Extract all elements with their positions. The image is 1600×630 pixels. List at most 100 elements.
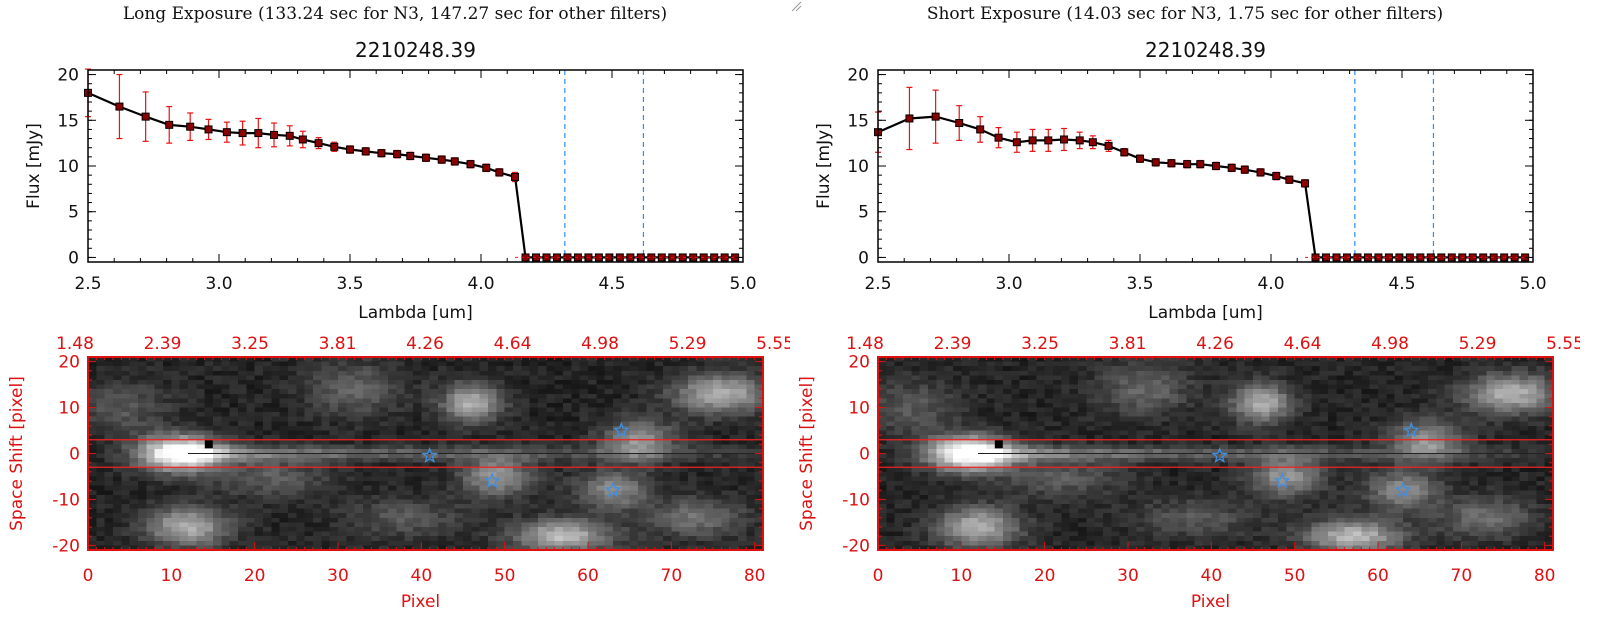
data-point	[1028, 136, 1037, 145]
x-axis-label: Lambda [um]	[358, 303, 472, 323]
x-tick-label: 40	[411, 566, 433, 586]
data-point	[1183, 160, 1192, 169]
long-exposure-panel: Long Exposure (133.24 sec for N3, 147.27…	[0, 0, 790, 630]
y-tick-label: -10	[52, 490, 80, 510]
data-point	[437, 155, 446, 164]
short-exposure-figure: 2210248.39 2.5 3.0 3.5 4.0 4.5 5.0 0 5 10 15 20 Lamb…	[797, 38, 1580, 612]
y-tick-label: 0	[68, 248, 79, 268]
y-tick-label: 5	[858, 203, 869, 223]
x-tick-label: 10	[951, 566, 973, 586]
x-tick-label: 4.5	[598, 274, 625, 294]
x-tick-label: 3.5	[336, 274, 363, 294]
panel-title: Short Exposure (14.03 sec for N3, 1.75 s…	[926, 4, 1444, 24]
data-point	[1211, 162, 1220, 170]
star-marker	[1211, 446, 1229, 463]
panel-title: Long Exposure (133.24 sec for N3, 147.27…	[122, 4, 668, 24]
y-axis-label: Flux [mJy]	[24, 123, 44, 209]
data-point	[1120, 148, 1129, 157]
star-marker	[1403, 421, 1420, 438]
x-tick-label: 50	[494, 566, 516, 586]
y-tick-label: -20	[842, 536, 870, 556]
data-point	[955, 119, 964, 128]
data-point	[1044, 136, 1053, 145]
data-point	[931, 112, 940, 121]
data-point	[1060, 135, 1069, 144]
x-tick-label: 5.0	[729, 274, 756, 294]
star-marker	[483, 472, 501, 489]
y-tick-label: 15	[847, 111, 869, 131]
y-tick-label: 10	[58, 399, 80, 419]
data-point	[1272, 172, 1281, 181]
data-point	[346, 145, 354, 154]
data-point	[330, 142, 339, 151]
x-tick-label: 20	[244, 566, 266, 586]
top-tick-label: 4.64	[494, 334, 532, 354]
x-tick-label: 4.5	[1388, 274, 1415, 294]
short-exposure-panel: Short Exposure (14.03 sec for N3, 1.75 s…	[790, 0, 1580, 630]
top-tick-label: 5.55	[1546, 334, 1580, 354]
data-point	[511, 172, 520, 181]
data-point	[314, 139, 323, 148]
data-point	[1196, 160, 1205, 169]
data-point	[1256, 168, 1265, 177]
data-point	[905, 114, 914, 123]
resize-grip-icon[interactable]	[790, 0, 802, 12]
x-tick-label: 3.5	[1126, 274, 1153, 294]
x-tick-label: 10	[161, 566, 183, 586]
y-tick-label: 20	[58, 353, 80, 373]
data-point	[1104, 141, 1113, 150]
y-tick-label: 0	[859, 445, 870, 465]
source-marker	[204, 440, 213, 449]
top-tick-label: 3.81	[319, 334, 357, 354]
x-axis-label: Pixel	[1191, 592, 1230, 612]
data-point	[1151, 158, 1160, 167]
x-tick-label: 70	[1451, 566, 1473, 586]
x-tick-label: 0	[83, 566, 94, 586]
data-point	[204, 125, 213, 134]
top-tick-label: 4.98	[581, 334, 619, 354]
data-point	[1240, 165, 1249, 174]
data-point	[1088, 138, 1097, 147]
y-axis-label: Flux [mJy]	[814, 123, 834, 209]
top-tick-label: 1.48	[846, 334, 884, 354]
x-tick-label: 30	[1117, 566, 1139, 586]
spectrum-title: 2210248.39	[355, 38, 476, 62]
top-tick-label: 2.39	[144, 334, 182, 354]
y-tick-label: 20	[848, 353, 870, 373]
y-tick-label: 10	[57, 157, 79, 177]
data-point	[393, 150, 402, 159]
spectrum-frame	[877, 69, 1534, 263]
x-tick-label: 2.5	[864, 274, 891, 294]
top-tick-label: 4.64	[1284, 334, 1322, 354]
y-tick-label: 20	[57, 66, 79, 86]
top-tick-label: 3.25	[231, 334, 269, 354]
spectrum-frame	[87, 69, 744, 263]
data-point	[976, 125, 985, 134]
x-tick-label: 2.5	[74, 274, 101, 294]
y-tick-label: 20	[847, 66, 869, 86]
x-tick-label: 60	[1367, 566, 1389, 586]
x-tick-label: 5.0	[1519, 274, 1546, 294]
data-point	[165, 120, 174, 129]
x-tick-label: 4.0	[1257, 274, 1284, 294]
star-marker	[1273, 472, 1291, 489]
x-tick-label: 20	[1034, 566, 1056, 586]
flux-line	[87, 91, 736, 259]
x-tick-label: 40	[1201, 566, 1223, 586]
data-point	[1301, 179, 1310, 188]
top-tick-label: 5.55	[756, 334, 790, 354]
data-point	[238, 129, 247, 138]
data-point	[1012, 138, 1021, 147]
top-tick-label: 3.81	[1109, 334, 1147, 354]
spectrum-title: 2210248.39	[1145, 38, 1266, 62]
star-marker	[604, 481, 622, 498]
star-marker	[421, 446, 439, 463]
top-tick-label: 4.26	[1196, 334, 1234, 354]
top-tick-label: 2.39	[934, 334, 972, 354]
y-tick-label: -20	[52, 536, 80, 556]
data-point	[222, 128, 231, 137]
star-marker	[613, 421, 630, 438]
data-point	[115, 102, 124, 111]
y-tick-label: 15	[57, 111, 79, 131]
flux-line	[877, 115, 1526, 259]
